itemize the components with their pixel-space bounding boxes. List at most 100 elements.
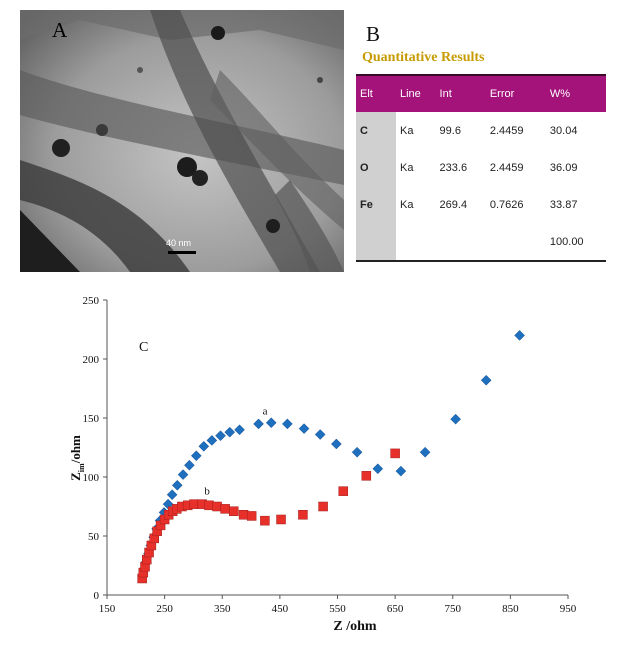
x-tick-label: 950: [560, 603, 577, 615]
series-a-point: [166, 489, 178, 501]
column-header: Line: [396, 74, 436, 112]
y-axis-label-unit: /ohm: [68, 435, 83, 464]
table-cell: 99.6: [439, 124, 461, 137]
series-annotation: b: [204, 486, 210, 498]
x-tick-label: 450: [272, 603, 289, 615]
x-tick-label: 750: [445, 603, 462, 615]
series-a-point: [298, 423, 310, 434]
chart-labels: C Z /ohm Zim/ohm: [68, 340, 377, 634]
panel-label-b: B: [366, 22, 381, 46]
series-b-point: [318, 501, 328, 512]
nyquist-plot: 150 250 350 450 550 650 750 850 950 0 50 100 150 200 2…: [68, 295, 577, 634]
series-a-point: [419, 446, 431, 458]
series-a-point: [190, 450, 202, 462]
nyquist-chart-panel: 150 250 350 450 550 650 750 850 950 0 50 100 150 200 2…: [0, 288, 637, 644]
series-a-point: [253, 418, 264, 430]
series-b-point: [390, 448, 400, 459]
table-cell: 269.4: [439, 198, 468, 211]
column-header: Elt: [356, 74, 396, 112]
x-tick-label: 650: [387, 603, 404, 615]
series-a-point: [480, 374, 492, 386]
x-axis-label: Z /ohm: [333, 619, 377, 634]
y-tick-label: 50: [88, 531, 100, 543]
table-cell: 33.87: [549, 198, 578, 211]
table-cell: Ka: [400, 124, 414, 137]
series-b-point: [189, 499, 199, 509]
table-cell: Fe: [356, 186, 396, 223]
table-cell: 233.6: [439, 161, 468, 174]
table-cell: 100.00: [545, 223, 606, 262]
series-a-point: [198, 440, 210, 452]
series-a-point: [351, 446, 363, 458]
x-tick-label: 550: [329, 603, 346, 615]
series-a-point: [224, 426, 236, 438]
y-tick-label: 250: [83, 295, 100, 307]
series-a-point: [314, 429, 326, 440]
y-axis-label-subscript: im: [77, 463, 86, 472]
series-a-point: [450, 413, 461, 425]
table-cell: [485, 223, 546, 262]
y-tick-label: 200: [83, 354, 100, 366]
table-cell: [356, 223, 396, 262]
chart-ticks: 150 250 350 450 550 650 750 850 950 0 50 100 150 200 2…: [83, 295, 577, 615]
series-a-point: [206, 435, 218, 446]
y-axis-label-main: Z: [68, 472, 83, 481]
table-cell: Ka: [400, 198, 414, 211]
series-b-point: [229, 506, 239, 516]
tem-micrograph: [20, 10, 344, 272]
column-header: Error: [485, 74, 546, 112]
series-a-point: [184, 459, 195, 471]
y-axis-label: Zim/ohm: [68, 435, 86, 481]
series-b-point: [276, 514, 286, 525]
series-b-point: [238, 510, 249, 520]
series-b-point: [298, 510, 308, 520]
quantitative-results-panel: B Quantitative Results Elt Line Int Erro…: [356, 22, 606, 262]
series-a-point: [215, 430, 226, 442]
series-a-point: [395, 465, 407, 477]
x-tick-label: 250: [156, 603, 173, 615]
series-b-point: [220, 504, 230, 514]
series-a-point: [282, 418, 293, 430]
series-b-point: [212, 501, 222, 512]
series-a-point: [177, 469, 189, 480]
table-cell: 30.04: [549, 124, 578, 137]
series-b-point: [260, 515, 270, 526]
table-cell: Ka: [400, 161, 414, 174]
table-row: C Ka 99.6 2.4459 30.04: [356, 112, 606, 149]
series-b-point: [204, 500, 214, 511]
scale-bar-label: 40 nm: [166, 238, 192, 248]
series-a-point: [265, 417, 277, 429]
y-tick-label: 0: [94, 590, 100, 602]
y-tick-label: 150: [83, 413, 100, 425]
table-cell: [396, 223, 436, 262]
table-cell: 2.4459: [489, 124, 524, 137]
chart-marks: ab: [137, 330, 525, 584]
table-cell: C: [356, 112, 396, 149]
table-cell: 2.4459: [489, 161, 524, 174]
x-tick-label: 850: [502, 603, 519, 615]
x-tick-label: 350: [214, 603, 231, 615]
series-b-point: [246, 511, 257, 521]
panel-label-a: A: [52, 18, 68, 42]
table-row: O Ka 233.6 2.4459 36.09: [356, 149, 606, 186]
column-header: Int: [435, 74, 486, 112]
table-title: Quantitative Results: [362, 50, 485, 65]
table-header-row: Elt Line Int Error W%: [356, 74, 606, 112]
series-a-point: [234, 424, 245, 436]
table-row: 100.00: [356, 223, 606, 262]
y-tick-label: 100: [83, 472, 100, 484]
series-a-point: [514, 330, 525, 341]
table-cell: 36.09: [549, 161, 578, 174]
series-a-point: [330, 438, 342, 450]
table-cell: [435, 223, 486, 262]
series-annotation: a: [263, 405, 268, 417]
series-a-point: [372, 463, 384, 475]
tem-image-panel: A 40 nm: [20, 10, 344, 272]
series-a-point: [171, 479, 183, 491]
table-cell: O: [356, 149, 396, 186]
table-cell: 0.7626: [489, 198, 524, 211]
x-tick-label: 150: [99, 603, 116, 615]
column-header: W%: [545, 74, 606, 112]
series-b-point: [338, 486, 349, 496]
series-b-point: [361, 471, 372, 481]
